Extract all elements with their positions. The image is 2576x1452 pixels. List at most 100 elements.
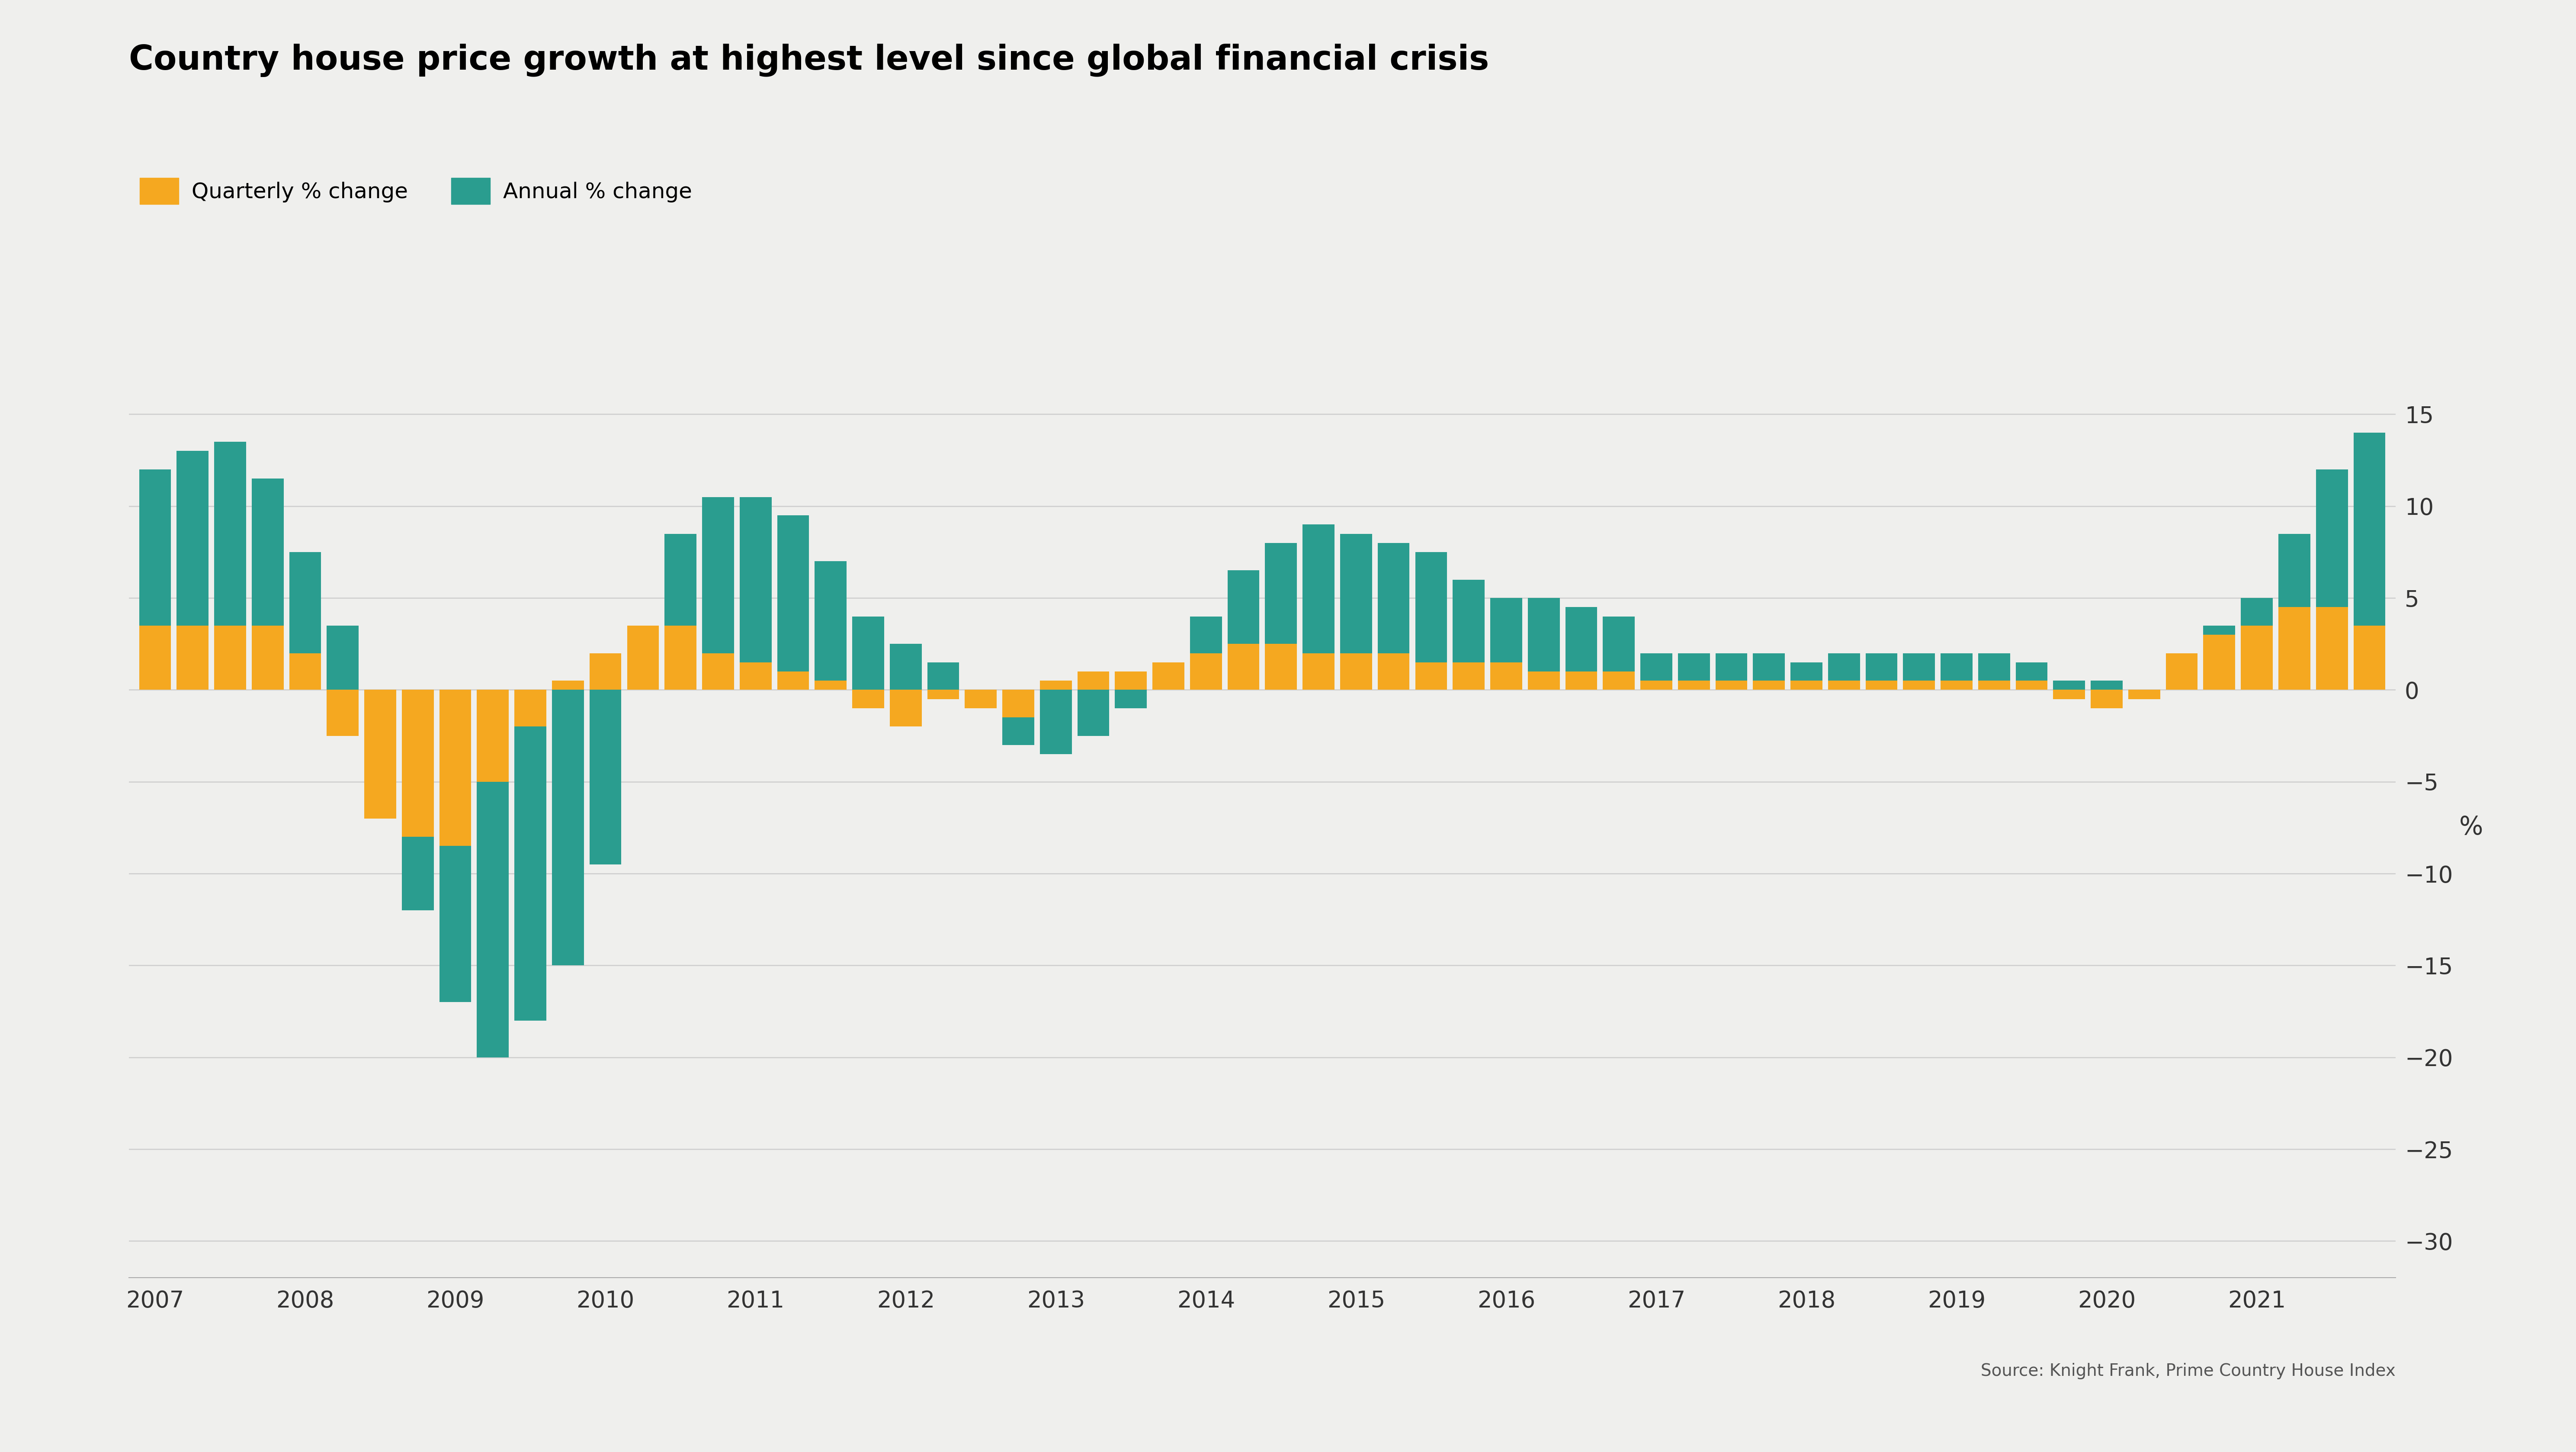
- Bar: [1190, 653, 1221, 690]
- Bar: [1041, 690, 1072, 754]
- Text: Country house price growth at highest level since global financial crisis: Country house price growth at highest le…: [129, 44, 1489, 77]
- Bar: [1265, 643, 1296, 690]
- Bar: [1641, 653, 1672, 690]
- Bar: [1378, 653, 1409, 690]
- Bar: [1190, 616, 1221, 690]
- Bar: [2202, 635, 2236, 690]
- Bar: [1716, 653, 1747, 690]
- Bar: [1752, 653, 1785, 690]
- Bar: [889, 643, 922, 690]
- Bar: [1151, 662, 1185, 690]
- Legend: Quarterly % change, Annual % change: Quarterly % change, Annual % change: [139, 177, 693, 205]
- Bar: [1414, 662, 1448, 690]
- Bar: [1829, 653, 1860, 690]
- Bar: [1340, 534, 1373, 690]
- Bar: [2354, 626, 2385, 690]
- Bar: [590, 690, 621, 864]
- Bar: [966, 690, 997, 709]
- Bar: [402, 690, 433, 910]
- Bar: [477, 690, 510, 781]
- Bar: [2354, 433, 2385, 690]
- Bar: [2277, 607, 2311, 690]
- Bar: [814, 562, 848, 690]
- Bar: [1303, 524, 1334, 690]
- Bar: [2241, 598, 2272, 690]
- Bar: [1641, 681, 1672, 690]
- Bar: [1229, 571, 1260, 690]
- Bar: [1829, 681, 1860, 690]
- Bar: [2241, 626, 2272, 690]
- Bar: [1414, 552, 1448, 690]
- Bar: [1151, 662, 1185, 690]
- Bar: [1566, 671, 1597, 690]
- Bar: [1077, 671, 1110, 690]
- Bar: [440, 690, 471, 1002]
- Bar: [1677, 681, 1710, 690]
- Bar: [363, 690, 397, 819]
- Bar: [1940, 681, 1973, 690]
- Bar: [477, 690, 510, 1057]
- Bar: [289, 552, 322, 690]
- Bar: [703, 497, 734, 690]
- Bar: [2128, 690, 2161, 698]
- Bar: [927, 690, 958, 698]
- Bar: [1492, 598, 1522, 690]
- Bar: [551, 690, 585, 966]
- Bar: [966, 690, 997, 709]
- Bar: [1340, 653, 1373, 690]
- Bar: [1978, 681, 2009, 690]
- Bar: [2014, 662, 2048, 690]
- Text: Source: Knight Frank, Prime Country House Index: Source: Knight Frank, Prime Country Hous…: [1981, 1363, 2396, 1379]
- Bar: [214, 626, 247, 690]
- Bar: [139, 626, 170, 690]
- Bar: [1265, 543, 1296, 690]
- Bar: [1453, 662, 1484, 690]
- Bar: [2014, 681, 2048, 690]
- Bar: [1940, 653, 1973, 690]
- Bar: [665, 534, 696, 690]
- Bar: [1453, 579, 1484, 690]
- Bar: [1229, 643, 1260, 690]
- Bar: [2092, 681, 2123, 690]
- Bar: [2202, 626, 2236, 690]
- Bar: [327, 690, 358, 736]
- Bar: [1790, 662, 1821, 690]
- Bar: [1002, 690, 1033, 745]
- Bar: [327, 626, 358, 690]
- Bar: [2166, 653, 2197, 690]
- Bar: [778, 515, 809, 690]
- Bar: [665, 626, 696, 690]
- Bar: [1677, 653, 1710, 690]
- Bar: [2277, 534, 2311, 690]
- Bar: [703, 653, 734, 690]
- Bar: [178, 626, 209, 690]
- Bar: [2092, 690, 2123, 709]
- Bar: [1566, 607, 1597, 690]
- Bar: [2316, 469, 2347, 690]
- Bar: [927, 662, 958, 690]
- Bar: [1115, 671, 1146, 690]
- Bar: [363, 690, 397, 754]
- Bar: [1904, 681, 1935, 690]
- Bar: [178, 452, 209, 690]
- Bar: [853, 690, 884, 709]
- Bar: [626, 626, 659, 690]
- Bar: [1602, 671, 1636, 690]
- Bar: [739, 497, 773, 690]
- Bar: [1602, 616, 1636, 690]
- Bar: [2053, 681, 2084, 690]
- Bar: [551, 681, 585, 690]
- Bar: [1115, 690, 1146, 709]
- Bar: [1378, 543, 1409, 690]
- Bar: [1303, 653, 1334, 690]
- Bar: [2053, 690, 2084, 698]
- Bar: [252, 479, 283, 690]
- Bar: [1077, 690, 1110, 736]
- Bar: [515, 690, 546, 1021]
- Bar: [289, 653, 322, 690]
- Bar: [853, 616, 884, 690]
- Bar: [1002, 690, 1033, 717]
- Bar: [739, 662, 773, 690]
- Bar: [1904, 653, 1935, 690]
- Bar: [1865, 681, 1899, 690]
